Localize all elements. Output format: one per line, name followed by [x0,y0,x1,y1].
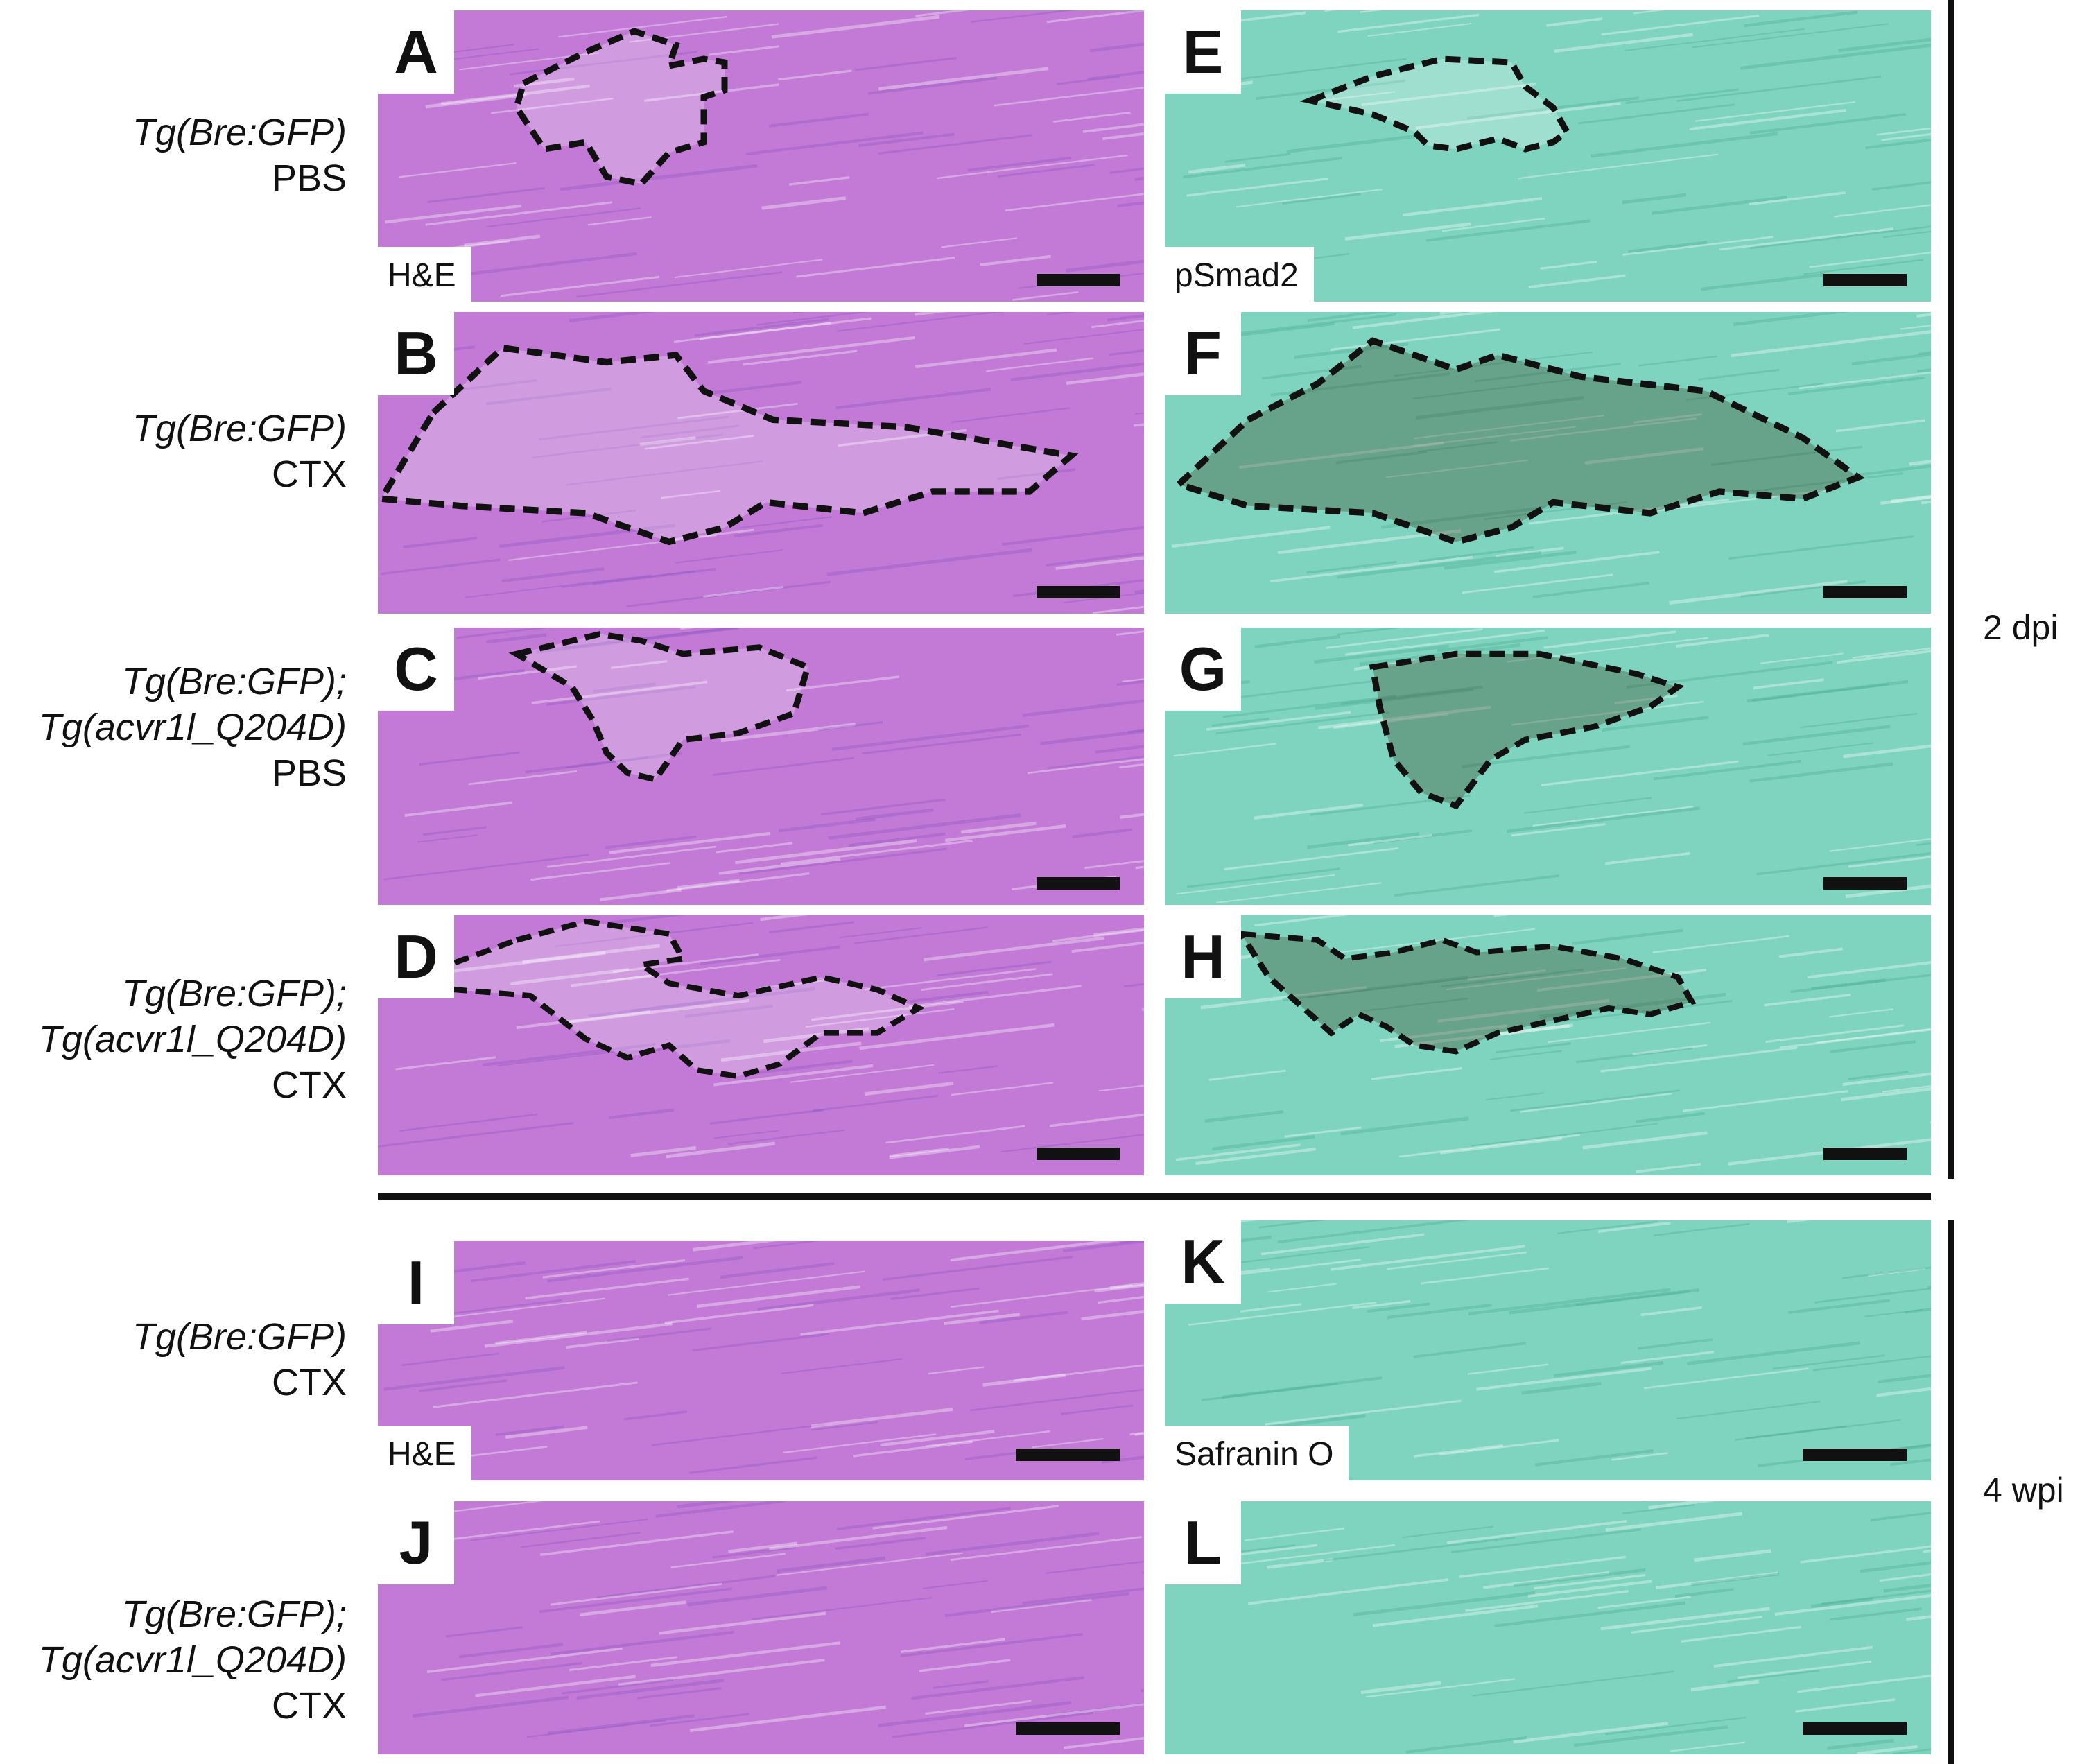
treatment-line: CTX [272,1362,347,1403]
micrograph-panel: E pSmad2 [1165,10,1931,302]
genotype-line: Tg(acvr1l_Q204D) [38,707,347,748]
tissue-image [378,1241,1144,1480]
micrograph-panel: B [378,312,1144,614]
tissue-image [1165,10,1931,302]
micrograph-panel: K Safranin O [1165,1220,1931,1480]
tissue-image [1165,1501,1931,1754]
micrograph-panel: I H&E [378,1241,1144,1480]
scale-bar [1823,586,1907,598]
micrograph-panel: F [1165,312,1931,614]
bracket-4wpi [1948,1220,1954,1764]
scale-bar [1823,274,1907,286]
scale-bar [1016,1449,1120,1461]
genotype-line: Tg(Bre:GFP); [121,661,347,702]
treatment-line: CTX [272,453,347,495]
tissue-image [378,1501,1144,1754]
micrograph-panel: D [378,915,1144,1175]
tissue-image [1165,628,1931,905]
genotype-line: Tg(Bre:GFP) [132,1316,347,1358]
tissue-image [378,10,1144,302]
bracket-2dpi [1948,0,1954,1179]
panel-letter: K [1165,1220,1241,1304]
row-label-4: Tg(Bre:GFP); Tg(acvr1l_Q204D) CTX [0,971,347,1108]
timepoint-label-4wpi: 4 wpi [1983,1471,2064,1510]
panel-letter: J [378,1501,454,1584]
row-label-6: Tg(Bre:GFP); Tg(acvr1l_Q204D) CTX [0,1591,347,1729]
scale-bar [1037,1148,1120,1160]
row-label-3: Tg(Bre:GFP); Tg(acvr1l_Q204D) PBS [0,659,347,796]
stain-label: pSmad2 [1165,247,1314,302]
scale-bar [1803,1722,1907,1735]
genotype-line: Tg(acvr1l_Q204D) [38,1019,347,1060]
tissue-image [378,915,1144,1175]
micrograph-panel: L [1165,1501,1931,1754]
panel-letter: C [378,628,454,711]
stain-label: H&E [378,247,471,302]
tissue-image [378,312,1144,614]
treatment-line: PBS [271,752,347,794]
scale-bar [1823,1148,1907,1160]
panel-letter: G [1165,628,1241,711]
genotype-line: Tg(acvr1l_Q204D) [38,1639,347,1681]
row-label-2: Tg(Bre:GFP) CTX [0,406,347,497]
treatment-line: CTX [272,1064,347,1106]
scale-bar [1823,877,1907,890]
panel-letter: H [1165,915,1241,998]
genotype-line: Tg(Bre:GFP); [121,1593,347,1635]
panel-letter: D [378,915,454,998]
row-label-1: Tg(Bre:GFP) PBS [0,110,347,201]
scale-bar [1037,274,1120,286]
micrograph-panel: J [378,1501,1144,1754]
scale-bar [1016,1722,1120,1735]
tissue-image [378,628,1144,905]
panel-letter: I [378,1241,454,1324]
panel-letter: F [1165,312,1241,395]
panel-letter: A [378,10,454,94]
row-label-5: Tg(Bre:GFP) CTX [0,1314,347,1406]
timepoint-label-2dpi: 2 dpi [1983,608,2059,647]
micrograph-panel: H [1165,915,1931,1175]
micrograph-panel: G [1165,628,1931,905]
genotype-line: Tg(Bre:GFP) [132,408,347,449]
genotype-line: Tg(Bre:GFP) [132,112,347,153]
treatment-line: CTX [272,1685,347,1727]
section-divider [378,1193,1931,1200]
scale-bar [1037,877,1120,890]
scale-bar [1037,586,1120,598]
panel-letter: L [1165,1501,1241,1584]
treatment-line: PBS [271,157,347,199]
micrograph-panel: A H&E [378,10,1144,302]
tissue-image [1165,915,1931,1175]
panel-letter: E [1165,10,1241,94]
stain-label: Safranin O [1165,1426,1349,1480]
genotype-line: Tg(Bre:GFP); [121,973,347,1014]
scale-bar [1803,1449,1907,1461]
panel-letter: B [378,312,454,395]
tissue-image [1165,312,1931,614]
micrograph-panel: C [378,628,1144,905]
stain-label: H&E [378,1426,471,1480]
